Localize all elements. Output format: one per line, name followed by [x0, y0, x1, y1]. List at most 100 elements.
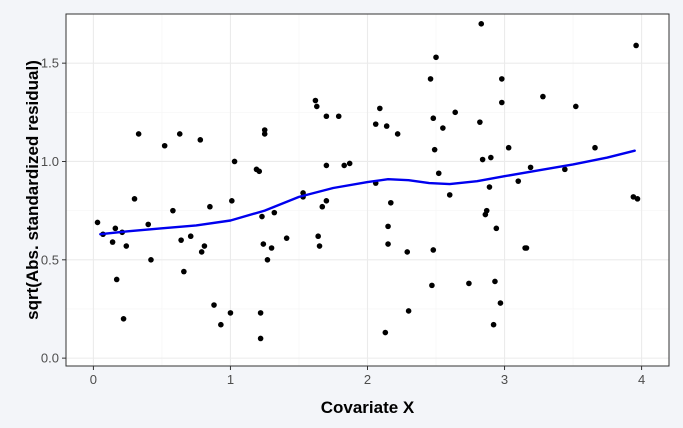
data-point [499, 76, 505, 82]
data-point [540, 93, 546, 100]
data-point [592, 144, 598, 151]
data-point [323, 198, 330, 204]
data-point [433, 54, 439, 61]
data-point [405, 308, 412, 314]
data-point [383, 123, 390, 129]
data-point [440, 125, 446, 131]
data-point [527, 164, 534, 171]
x-tick-label: 4 [638, 372, 645, 387]
data-point [429, 282, 435, 289]
smooth-line-layer [99, 149, 636, 236]
data-point [479, 156, 486, 163]
data-point [478, 21, 485, 27]
data-point [170, 207, 176, 214]
data-point [261, 131, 268, 137]
data-point [483, 207, 490, 214]
data-point [490, 321, 497, 328]
data-point [435, 170, 442, 177]
data-point [161, 142, 168, 149]
data-point [271, 209, 278, 216]
y-tick-label: 0.0 [41, 351, 59, 366]
data-point [346, 160, 353, 167]
data-point [488, 154, 494, 161]
x-axis-title: Covariate X [321, 398, 415, 417]
data-point [430, 247, 437, 253]
data-point [201, 243, 208, 249]
data-point [633, 42, 639, 49]
data-point [123, 243, 130, 249]
smooth-trend-line [99, 149, 636, 236]
data-point [523, 245, 530, 251]
data-point [492, 278, 498, 285]
y-tick-label: 0.5 [41, 252, 59, 267]
data-point [499, 99, 505, 106]
data-point [497, 300, 504, 306]
data-point [466, 280, 472, 287]
x-tick-label: 2 [364, 372, 371, 387]
data-point [382, 329, 389, 336]
data-point [446, 192, 453, 198]
y-tick-label: 1.0 [41, 154, 59, 169]
data-point [283, 235, 290, 241]
data-point [515, 178, 522, 184]
data-point [372, 121, 379, 127]
data-point [319, 203, 326, 210]
data-point [264, 257, 271, 263]
x-tick-label: 1 [227, 372, 234, 387]
data-point [94, 219, 101, 226]
data-point [477, 119, 483, 125]
data-point [312, 97, 319, 104]
data-point [385, 241, 391, 247]
grid-major [66, 14, 669, 366]
data-point [260, 241, 267, 247]
data-point [176, 131, 183, 137]
data-point [323, 162, 330, 169]
data-point [187, 233, 194, 240]
data-point [131, 196, 138, 202]
data-point [261, 127, 268, 133]
data-point [231, 158, 238, 165]
data-point [145, 221, 152, 228]
data-point [268, 245, 275, 251]
data-point [493, 225, 500, 232]
data-point [259, 213, 265, 220]
data-point [505, 144, 512, 151]
data-point [315, 233, 321, 240]
data-point [197, 137, 204, 143]
data-point [313, 103, 320, 110]
data-point [430, 115, 437, 122]
data-point [181, 268, 187, 275]
data-point [377, 105, 383, 112]
data-point [634, 196, 641, 202]
data-point [211, 302, 217, 308]
data-point [135, 131, 142, 137]
data-point [207, 203, 213, 210]
data-point [113, 276, 120, 283]
data-point [341, 162, 348, 169]
data-point [404, 249, 411, 255]
y-axis: 0.0 0.5 1.0 1.5 [41, 56, 66, 366]
data-point [335, 113, 342, 120]
data-point [562, 166, 568, 173]
data-point [394, 131, 401, 137]
data-point [323, 113, 330, 120]
data-point [452, 109, 459, 116]
data-point [431, 146, 438, 153]
data-point [385, 223, 391, 230]
data-point [229, 198, 235, 204]
data-point [257, 335, 264, 342]
y-tick-label: 1.5 [41, 56, 59, 71]
data-point [198, 249, 205, 255]
y-axis-title: sqrt(Abs. standardized residual) [23, 60, 42, 320]
data-point [120, 316, 127, 322]
data-point [486, 184, 493, 190]
data-point [227, 310, 234, 316]
x-axis: 0 1 2 3 4 [90, 366, 645, 387]
data-point [573, 103, 579, 110]
data-point [109, 239, 116, 245]
data-point [256, 168, 263, 175]
data-point [178, 237, 184, 243]
data-point [257, 310, 264, 316]
